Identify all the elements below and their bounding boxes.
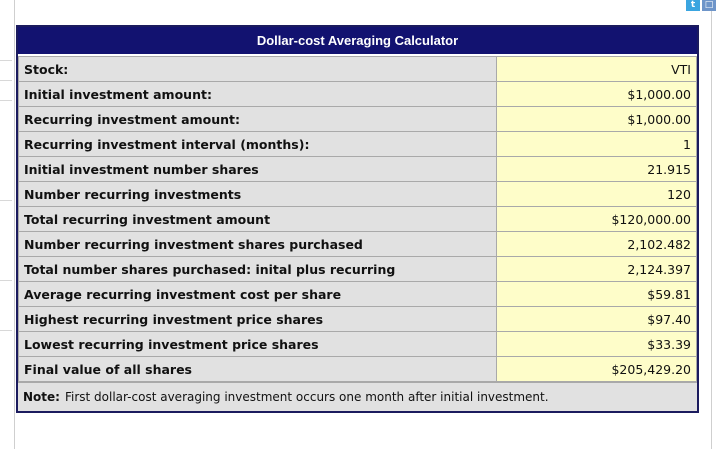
gutter-line <box>0 200 12 201</box>
table-row: Recurring investment amount: $1,000.00 <box>18 106 697 132</box>
table-row: Number recurring investments 120 <box>18 181 697 207</box>
row-label: Number recurring investments <box>18 181 497 207</box>
twitter-icon[interactable]: t <box>686 0 700 11</box>
table-row: Average recurring investment cost per sh… <box>18 281 697 307</box>
table-row: Recurring investment interval (months): 1 <box>18 131 697 157</box>
row-value[interactable]: 2,124.397 <box>496 256 697 282</box>
row-value[interactable]: $97.40 <box>496 306 697 332</box>
calculator-table: Stock: VTI Initial investment amount: $1,00… <box>18 56 697 382</box>
note-label: Note: <box>23 390 60 404</box>
gutter-line <box>0 60 12 61</box>
row-label: Final value of all shares <box>18 356 497 382</box>
row-label: Total number shares purchased: inital pl… <box>18 256 497 282</box>
gutter-line <box>0 280 12 281</box>
dca-calculator: Dollar-cost Averaging Calculator Stock: V… <box>16 25 699 413</box>
row-value[interactable]: 21.915 <box>496 156 697 182</box>
row-value[interactable]: 120 <box>496 181 697 207</box>
row-label: Recurring investment interval (months): <box>18 131 497 157</box>
table-row: Number recurring investment shares purch… <box>18 231 697 257</box>
row-label: Initial investment number shares <box>18 156 497 182</box>
row-label: Recurring investment amount: <box>18 106 497 132</box>
table-row: Total number shares purchased: inital pl… <box>18 256 697 282</box>
calculator-title: Dollar-cost Averaging Calculator <box>18 27 697 56</box>
calculator-note: Note: First dollar-cost averaging investm… <box>18 382 697 411</box>
row-value[interactable]: $1,000.00 <box>496 81 697 107</box>
row-value[interactable]: $59.81 <box>496 281 697 307</box>
row-label: Stock: <box>18 56 497 82</box>
table-row: Lowest recurring investment price shares… <box>18 331 697 357</box>
table-row: Highest recurring investment price share… <box>18 306 697 332</box>
note-text: First dollar-cost averaging investment o… <box>64 390 549 404</box>
row-value[interactable]: 2,102.482 <box>496 231 697 257</box>
row-label: Lowest recurring investment price shares <box>18 331 497 357</box>
row-label: Initial investment amount: <box>18 81 497 107</box>
spreadsheet-row-gutter <box>0 0 15 449</box>
row-label: Number recurring investment shares purch… <box>18 231 497 257</box>
document-icon[interactable]: □ <box>702 0 716 11</box>
gutter-line <box>0 80 12 81</box>
row-label: Average recurring investment cost per sh… <box>18 281 497 307</box>
gutter-line <box>0 330 12 331</box>
row-value[interactable]: 1 <box>496 131 697 157</box>
table-row: Total recurring investment amount $120,00… <box>18 206 697 232</box>
right-gutter <box>711 0 718 449</box>
row-value[interactable]: VTI <box>496 56 697 82</box>
row-label: Total recurring investment amount <box>18 206 497 232</box>
table-row: Initial investment amount: $1,000.00 <box>18 81 697 107</box>
table-row: Initial investment number shares 21.915 <box>18 156 697 182</box>
row-label: Highest recurring investment price share… <box>18 306 497 332</box>
row-value[interactable]: $1,000.00 <box>496 106 697 132</box>
table-row: Final value of all shares $205,429.20 <box>18 356 697 382</box>
row-value[interactable]: $33.39 <box>496 331 697 357</box>
table-row: Stock: VTI <box>18 56 697 82</box>
row-value[interactable]: $120,000.00 <box>496 206 697 232</box>
gutter-line <box>0 100 12 101</box>
corner-toolbar: t □ <box>686 0 716 11</box>
row-value[interactable]: $205,429.20 <box>496 356 697 382</box>
